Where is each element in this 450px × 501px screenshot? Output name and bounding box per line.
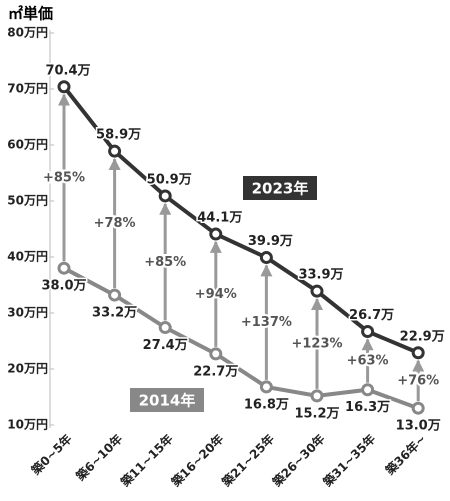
growth-label: +76%	[397, 373, 439, 388]
data-point	[108, 288, 122, 302]
y-tick-label: 70万円	[7, 82, 48, 96]
legend-label: 2014年	[139, 392, 196, 410]
growth-label: +85%	[43, 170, 85, 185]
value-label: 22.7万	[193, 364, 238, 379]
data-point	[57, 80, 71, 94]
growth-label: +123%	[291, 337, 342, 352]
value-label: 50.9万	[147, 172, 192, 187]
x-tick-label: 築6~10年	[72, 431, 125, 484]
data-point	[259, 380, 273, 394]
y-tick-label: 40万円	[7, 250, 48, 264]
x-tick-label: 築31~35年	[319, 431, 378, 490]
y-axis-label: ㎡単価	[8, 5, 53, 23]
value-label: 15.2万	[294, 406, 339, 421]
x-tick-label: 築16~20年	[167, 431, 226, 490]
growth-label: +63%	[347, 354, 389, 369]
value-label: 16.3万	[345, 400, 390, 415]
data-point	[57, 261, 71, 275]
value-label: 16.8万	[244, 397, 289, 412]
growth-label: +137%	[241, 315, 292, 330]
x-tick-label: 築36年~	[382, 431, 429, 478]
data-point	[209, 347, 223, 361]
y-tick-label: 80万円	[7, 26, 48, 40]
data-point	[310, 389, 324, 403]
value-label: 58.9万	[96, 128, 141, 143]
value-label: 33.2万	[92, 306, 137, 321]
value-label: 33.9万	[298, 268, 343, 283]
data-point	[158, 189, 172, 203]
data-point	[411, 401, 425, 415]
data-point	[108, 144, 122, 158]
x-tick-label: 築21~25年	[218, 431, 277, 490]
y-tick-label: 50万円	[7, 194, 48, 208]
x-tick-label: 築11~15年	[117, 431, 176, 490]
y-tick-label: 10万円	[7, 418, 48, 432]
data-point	[411, 346, 425, 360]
growth-label: +85%	[144, 255, 186, 270]
value-label: 26.7万	[349, 308, 394, 323]
data-point	[361, 324, 375, 338]
y-tick-label: 30万円	[7, 306, 48, 320]
growth-label: +78%	[94, 216, 136, 231]
series-line	[63, 266, 419, 411]
data-point	[209, 227, 223, 241]
value-label: 22.9万	[400, 329, 445, 344]
legend-box	[130, 388, 204, 412]
data-point	[361, 383, 375, 397]
data-point	[310, 284, 324, 298]
y-tick-label: 60万円	[7, 138, 48, 152]
value-label: 44.1万	[197, 211, 242, 226]
value-label: 39.9万	[248, 234, 293, 249]
data-point	[158, 321, 172, 335]
value-label: 38.0万	[41, 279, 86, 294]
growth-label: +94%	[195, 287, 237, 302]
x-tick-label: 築0~5年	[27, 431, 74, 478]
x-tick-label: 築26~30年	[269, 431, 328, 490]
value-label: 27.4万	[143, 338, 188, 353]
legend-box	[243, 176, 317, 200]
value-label: 70.4万	[45, 63, 90, 78]
data-point	[259, 251, 273, 265]
y-tick-label: 20万円	[7, 362, 48, 376]
legend-label: 2023年	[252, 180, 309, 198]
value-label: 13.0万	[396, 419, 441, 434]
series-line	[62, 85, 419, 355]
